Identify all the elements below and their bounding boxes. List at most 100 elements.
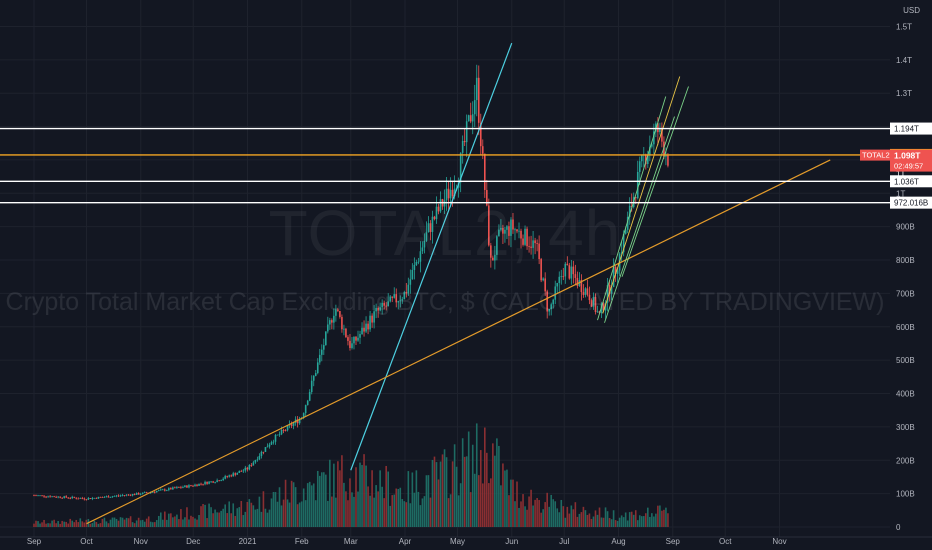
volume-bar [220, 510, 222, 527]
volume-bar [564, 517, 567, 527]
candle-body [214, 482, 216, 483]
volume-bar [286, 499, 289, 527]
candle-body [83, 498, 86, 500]
volume-bar [572, 509, 575, 527]
volume-bar [665, 507, 667, 527]
candle-body [467, 115, 470, 122]
candle-body [139, 494, 142, 495]
volume-bar [417, 491, 420, 527]
volume-bar [610, 519, 613, 527]
candle-body [59, 496, 61, 498]
candle-body [490, 245, 492, 258]
volume-bar [612, 510, 615, 527]
candle-body [242, 470, 245, 472]
y-tick-label: 200B [896, 456, 915, 465]
volume-bar [170, 513, 172, 527]
candle-body [73, 496, 76, 498]
candle-body [552, 299, 555, 305]
candle-body [375, 307, 377, 312]
candle-body [123, 495, 126, 497]
volume-bar [467, 431, 470, 527]
y-tick-label: 900B [896, 223, 915, 232]
candle-body [590, 300, 593, 307]
volume-bar [99, 523, 102, 527]
volume-bar [262, 491, 265, 527]
volume-bar [308, 481, 311, 527]
candle-body [186, 485, 188, 488]
volume-bar [192, 516, 194, 527]
volume-bar [399, 487, 402, 527]
candle-body [592, 297, 595, 307]
candle-body [188, 485, 190, 488]
volume-bar [391, 495, 394, 527]
volume-bar [596, 514, 599, 527]
volume-bar [159, 512, 162, 527]
volume-bar [486, 452, 488, 527]
candle-body [99, 496, 102, 498]
candle-body [121, 495, 124, 497]
time-axis[interactable]: Sep Oct Nov Dec 2021 Feb Mar Apr May Jun Jul Aug Sep… [0, 536, 932, 546]
volume-bar [566, 506, 569, 527]
candle-body [606, 284, 609, 303]
candle-body [194, 484, 196, 487]
volume-bar [395, 488, 398, 527]
volume-bar [166, 519, 168, 527]
volume-bar [409, 503, 412, 527]
volume-bar [457, 495, 460, 527]
candle-body [471, 114, 474, 122]
candle-body [304, 405, 307, 414]
volume-bar [147, 516, 150, 527]
candle-body [586, 288, 589, 295]
candle-body [143, 492, 146, 493]
volume-bar [206, 518, 208, 527]
level-marker-1t: 1T [896, 169, 905, 178]
price-axis[interactable]: 0100B200B300B400B500B600B700B800B900B1T1… [890, 0, 932, 550]
candle-body [475, 77, 478, 101]
candle-body [111, 496, 114, 498]
candle-body [172, 487, 174, 490]
candle-body [461, 140, 464, 153]
candle-body [465, 121, 468, 143]
price-labels: 1.194T1.115T1.036T972.016B1TTOTAL21.098T… [860, 122, 932, 209]
candle-body [312, 375, 315, 381]
volume-bar [304, 500, 307, 527]
candle-body [528, 246, 530, 248]
volume-bar [439, 461, 442, 527]
y-tick-label: 1.3T [896, 89, 912, 98]
candle-body [371, 315, 373, 323]
volume-bar [506, 469, 508, 527]
candle-body [320, 349, 323, 355]
candle-body [518, 230, 520, 232]
candle-body [157, 490, 160, 492]
volume-bar [389, 505, 392, 527]
candle-body [192, 485, 194, 487]
horizontal-levels[interactable] [0, 127, 890, 204]
volume-bar [296, 504, 299, 527]
y-tick-label: 300B [896, 423, 915, 432]
volume-bar [490, 478, 492, 527]
candle-body [155, 491, 158, 493]
candle-body [343, 328, 345, 330]
candle-body [640, 154, 643, 162]
volume-bar [600, 517, 603, 527]
candle-body [544, 278, 546, 292]
candle-body [608, 284, 611, 294]
candle-body [276, 434, 279, 436]
candle-body [415, 262, 418, 265]
candle-body [628, 205, 631, 217]
volume-bar [314, 500, 317, 527]
volume-bar [550, 494, 553, 527]
candle-body [407, 284, 410, 294]
candle-body [35, 495, 37, 497]
candle-body [389, 296, 392, 302]
volume-bar [534, 499, 536, 527]
volume-bar [149, 521, 152, 527]
x-tick-label: Nov [134, 537, 148, 546]
volume-bar [469, 492, 472, 527]
candle-body [93, 497, 96, 499]
candle-body [67, 497, 70, 499]
trend-lines[interactable] [86, 42, 831, 525]
volume-bar [202, 503, 204, 527]
candle-body [459, 152, 462, 183]
